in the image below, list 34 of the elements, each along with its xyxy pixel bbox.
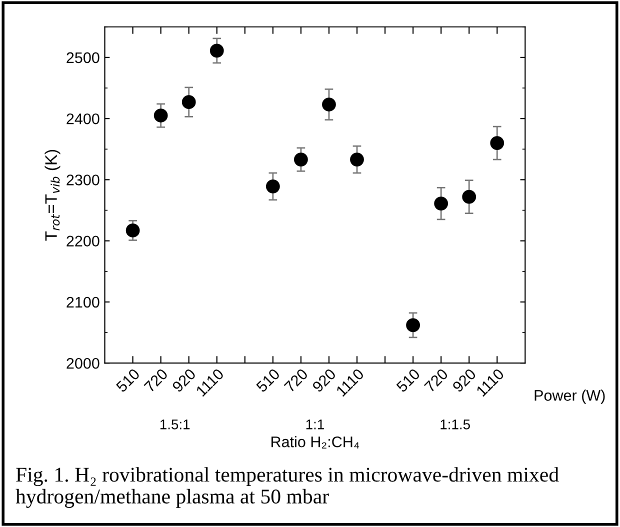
y-axis-title: T$_{rot}$=T$_{vib}$ (K) [44, 150, 60, 241]
x-tick-label: 920 [312, 368, 336, 393]
caption: Fig. 1. H₂ rovibrational temperatures in microwave-driven mixed hydrogen/methane plasma at 50 mbar [16, 467, 559, 508]
y-tick-label: 2100 [66, 296, 100, 308]
x-tick-label: 510 [256, 368, 280, 393]
y-tick-label: 2200 [66, 236, 100, 247]
point [126, 224, 140, 238]
text: 1:1 [306, 420, 324, 430]
point [154, 108, 168, 122]
x-axis-title: Power (W) [534, 390, 605, 404]
point [266, 179, 280, 194]
y-tick-label: 2400 [66, 113, 100, 124]
point [434, 196, 448, 210]
x-tick-label: 510 [396, 368, 421, 393]
x-tick-label: 920 [172, 368, 196, 393]
point [406, 318, 420, 332]
point [490, 136, 504, 150]
x-tick-label: 720 [284, 368, 308, 393]
x-tick-label: 510 [116, 368, 140, 393]
y-tick-label: 2500 [66, 52, 100, 64]
point [210, 44, 224, 58]
point [294, 152, 308, 166]
x-tick-label: 720 [144, 368, 168, 393]
text: Ratio H₂:CH₄ [272, 436, 360, 448]
x-tick-label: 920 [452, 368, 477, 393]
point [350, 152, 364, 166]
text: 1.5:1 [160, 420, 190, 430]
x-tick-label: 720 [424, 368, 449, 393]
text: 1:1.5 [440, 420, 470, 430]
y-tick-label: 2300 [66, 174, 100, 186]
point [182, 95, 196, 110]
y-tick-label: 2000 [66, 358, 100, 369]
point [462, 190, 476, 204]
point [322, 98, 336, 112]
